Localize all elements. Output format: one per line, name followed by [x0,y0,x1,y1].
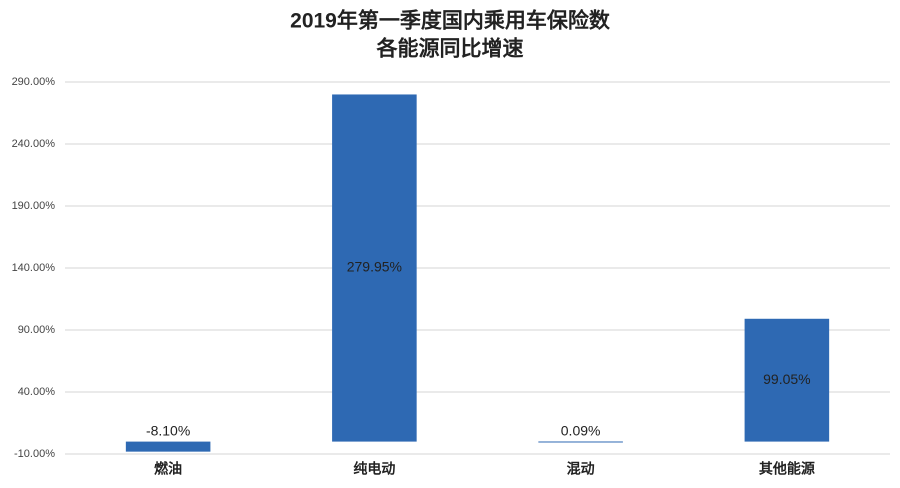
chart-subtitle: 各能源同比增速 [376,37,524,61]
value-label: -8.10% [146,422,190,438]
bar [332,94,417,442]
y-tick-label: 90.00% [18,324,56,336]
y-tick-label: 290.00% [12,76,56,88]
chart-title: 2019年第一季度国内乘用车保险数 [290,9,611,33]
bar [744,318,830,442]
value-label: 279.95% [347,259,402,275]
x-tick-label: 其他能源 [759,461,815,477]
y-tick-label: 40.00% [18,386,56,398]
value-label: 0.09% [561,422,601,438]
value-label: 99.05% [763,371,810,387]
y-tick-label: 240.00% [12,138,56,150]
x-tick-label: 纯电动 [353,461,395,477]
y-tick-label: 190.00% [12,200,56,212]
bar [538,441,623,443]
x-tick-label: 燃油 [154,461,182,477]
bar [125,441,211,452]
x-tick-label: 混动 [567,461,595,477]
y-tick-label: 140.00% [12,262,56,274]
y-tick-label: -10.00% [14,448,55,460]
